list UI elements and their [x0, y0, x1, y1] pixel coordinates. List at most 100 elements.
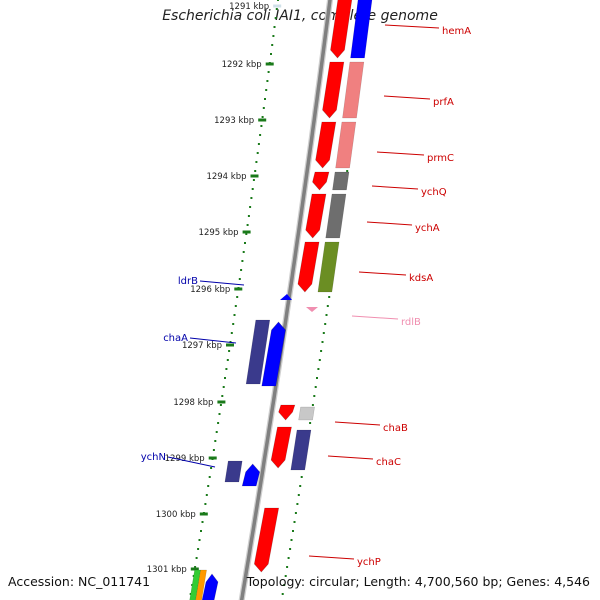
gene-label-leader — [384, 24, 440, 29]
inner-tick-dot — [205, 494, 208, 496]
gene-label-leader — [334, 421, 381, 426]
inner-tick-dot — [221, 395, 224, 397]
forward-gene-arrow — [253, 507, 280, 573]
inner-tick-dot — [259, 134, 262, 136]
inner-tick-dot — [257, 143, 260, 145]
outer-tick-dot — [300, 476, 303, 478]
inner-tick-dot — [250, 197, 253, 199]
gene-label-chaA: chaA — [163, 333, 188, 344]
scale-tick-mark — [190, 567, 199, 571]
scale-tick-label: 1291 kbp — [229, 2, 269, 12]
inner-tick-dot — [272, 35, 275, 37]
inner-tick-dot — [245, 233, 248, 235]
scale-tick-label: 1297 kbp — [182, 341, 222, 351]
scale-tick-mark — [208, 456, 217, 460]
inner-tick-dot — [214, 440, 217, 442]
forward-gene-arrow — [297, 241, 320, 293]
outer-tick-dot — [328, 296, 331, 298]
cog-category-bar — [335, 121, 357, 169]
scale-tick-label: 1293 kbp — [214, 116, 254, 126]
inner-tick-dot — [244, 242, 246, 244]
inner-tick-dot — [200, 530, 202, 532]
forward-gene-arrow — [278, 404, 296, 421]
inner-tick-dot — [226, 359, 229, 361]
scale-tick-mark — [258, 118, 267, 122]
inner-tick-dot — [195, 557, 198, 559]
forward-gene-arrow — [322, 61, 345, 119]
outer-tick-dot — [284, 575, 287, 577]
cog-category-bar — [195, 569, 207, 600]
scale-tick-mark — [273, 4, 282, 8]
gene-label-rdlB: rdlB — [401, 317, 421, 328]
inner-tick-dot — [271, 44, 274, 46]
cog-category-bar — [350, 0, 373, 59]
reverse-gene-arrow — [201, 573, 219, 600]
inner-tick-dot — [241, 260, 244, 262]
scale-tick-mark — [242, 230, 251, 234]
inner-tick-dot — [265, 89, 268, 91]
outer-tick-dot — [281, 593, 284, 595]
inner-tick-dot — [225, 368, 228, 370]
inner-tick-dot — [233, 314, 236, 316]
ldrB-gene-arrow — [280, 294, 292, 300]
outer-tick-dot — [346, 170, 349, 172]
outer-tick-dot — [294, 512, 297, 514]
inner-tick-dot — [236, 296, 239, 298]
inner-tick-dot — [217, 422, 220, 424]
scale-tick-label: 1301 kbp — [147, 565, 187, 575]
inner-tick-dot — [198, 539, 201, 541]
gene-label-leader — [327, 455, 374, 460]
outer-tick-dot — [309, 422, 312, 424]
gene-label-prfA: prfA — [433, 97, 454, 108]
forward-gene-arrow — [305, 193, 327, 239]
gene-label-leader — [376, 151, 425, 156]
scale-tick-mark — [250, 174, 259, 178]
forward-gene-arrow — [330, 0, 353, 59]
scale-tick-mark — [234, 287, 243, 291]
scale-tick-label: 1300 kbp — [156, 510, 196, 520]
outer-tick-dot — [326, 305, 329, 307]
inner-tick-dot — [194, 566, 197, 568]
outer-tick-dot — [317, 368, 320, 370]
cog-category-bar — [189, 569, 201, 600]
inner-tick-dot — [260, 125, 263, 127]
gene-label-ldrB: ldrB — [178, 276, 198, 287]
forward-gene-arrow — [312, 171, 330, 191]
inner-tick-dot — [240, 269, 243, 271]
inner-tick-dot — [277, 0, 279, 1]
cog-category-bar — [290, 429, 312, 471]
cog-category-bar — [332, 171, 350, 191]
gene-label-ychQ: ychQ — [421, 187, 447, 198]
outer-tick-dot — [322, 332, 325, 334]
outer-tick-dot — [296, 503, 299, 505]
gene-label-leader — [351, 315, 399, 320]
inner-tick-dot — [208, 476, 211, 478]
gene-label-leader — [371, 185, 419, 190]
scale-tick-label: 1292 kbp — [222, 60, 262, 70]
cog-category-bar — [245, 319, 271, 385]
scale-tick-mark — [217, 400, 226, 404]
inner-tick-dot — [264, 98, 266, 100]
inner-tick-dot — [262, 107, 265, 109]
inner-tick-dot — [218, 413, 221, 415]
scale-tick-label: 1296 kbp — [190, 285, 230, 295]
inner-tick-dot — [267, 71, 270, 73]
inner-tick-dot — [254, 170, 257, 172]
reverse-gene-arrow — [261, 321, 286, 387]
outer-tick-dot — [314, 386, 317, 388]
outer-tick-dot — [287, 557, 290, 559]
gene-label-prmC: prmC — [427, 153, 454, 164]
inner-tick-dot — [222, 386, 225, 388]
gene-label-ychA: ychA — [415, 223, 440, 234]
forward-gene-arrow — [270, 426, 292, 469]
inner-tick-dot — [246, 224, 249, 226]
gene-label-kdsA: kdsA — [409, 273, 433, 284]
inner-tick-dot — [219, 404, 222, 406]
inner-tick-dot — [249, 206, 252, 208]
gene-label-leader — [383, 95, 431, 100]
inner-tick-dot — [275, 8, 278, 10]
inner-tick-dot — [224, 377, 226, 379]
gene-label-leader — [189, 337, 237, 344]
